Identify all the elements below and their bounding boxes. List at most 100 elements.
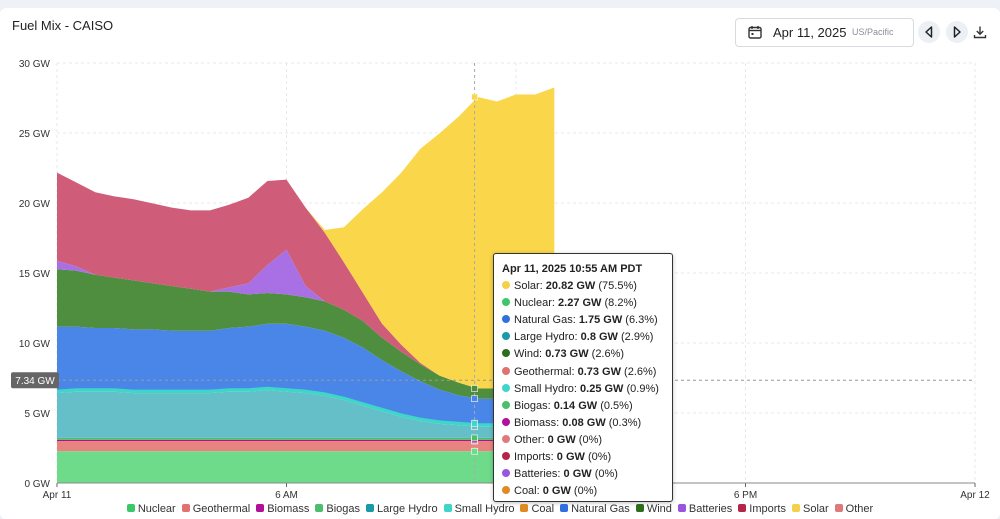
tooltip-series-name: Other: [514, 433, 548, 446]
tooltip-row: Imports: 0 GW (0%) [502, 451, 611, 466]
legend-swatch [366, 504, 375, 512]
legend-item-nuclear[interactable]: Nuclear [126, 503, 176, 515]
legend-label: Large Hydro [377, 503, 438, 515]
legend-item-biogas[interactable]: Biogas [315, 503, 360, 515]
legend-item-other[interactable]: Other [834, 503, 874, 515]
tooltip-series-value: 0.08 GW [562, 416, 606, 429]
tooltip-row: Coal: 0 GW (0%) [502, 485, 597, 500]
legend-item-solar[interactable]: Solar [791, 503, 829, 515]
tooltip-series-name: Small Hydro: [514, 382, 581, 395]
area-series-natural-gas [57, 323, 555, 424]
tooltip-series-value: 0 GW [563, 468, 592, 481]
date-picker[interactable]: Apr 11, 2025 US/Pacific [735, 18, 914, 47]
area-series-imports [57, 172, 555, 389]
y-tick-label: 5 GW [24, 409, 50, 420]
download-icon[interactable] [973, 25, 987, 39]
legend-swatch [738, 504, 747, 512]
legend-item-wind[interactable]: Wind [635, 503, 672, 515]
legend-label: Small Hydro [454, 503, 515, 515]
tooltip-series-name: Large Hydro: [514, 331, 581, 344]
series-dot [502, 452, 510, 460]
tooltip-series-pct: (0%) [584, 451, 612, 463]
area-series-geothermal [57, 441, 555, 452]
legend-label: Imports [749, 503, 786, 515]
calendar-icon [748, 26, 762, 39]
tooltip-series-name: Nuclear: [514, 297, 559, 310]
tooltip-series-pct: (2.9%) [617, 331, 654, 344]
legend-swatch [181, 504, 190, 512]
stacked-areas [56, 87, 555, 483]
tooltip-series-name: Batteries: [514, 468, 564, 481]
series-dot [502, 332, 510, 341]
legend-swatch [126, 504, 135, 512]
legend-item-natural-gas[interactable]: Natural Gas [560, 503, 630, 515]
tooltip-row: Small Hydro: 0.25 GW (0.9%) [502, 383, 659, 398]
tooltip-title: Apr 11, 2025 10:55 AM PDT [502, 263, 643, 275]
legend-item-small-hydro[interactable]: Small Hydro [443, 503, 515, 515]
legend-label: Batteries [688, 503, 733, 515]
tooltip-series-pct: (75.5%) [595, 280, 637, 292]
tooltip-series-pct: (0.3%) [605, 416, 642, 429]
legend-item-coal[interactable]: Coal [520, 503, 554, 515]
series-dot [502, 315, 510, 324]
series-dot [502, 486, 510, 495]
triangle-left-icon [925, 26, 933, 38]
y-tick-label: 0 GW [24, 479, 50, 490]
y-tick-label: 10 GW [19, 339, 51, 350]
y-tick-label: 25 GW [19, 129, 51, 140]
x-tick-label: 6 AM [275, 490, 298, 501]
area-series-solar [57, 87, 555, 389]
tooltip-row: Biogas: 0.14 GW (0.5%) [502, 400, 633, 415]
tooltip-series-value: 0.8 GW [580, 331, 618, 344]
hover-marker [471, 447, 478, 455]
legend-item-biomass[interactable]: Biomass [256, 503, 309, 515]
legend-item-imports[interactable]: Imports [738, 503, 786, 515]
x-tick-label: Apr 12 [960, 490, 990, 501]
x-tick-label: 6 PM [734, 490, 757, 501]
area-series-wind [57, 269, 555, 399]
series-dot [502, 298, 510, 307]
series-dot [502, 281, 510, 289]
legend-item-geothermal[interactable]: Geothermal [181, 503, 250, 515]
legend-swatch [635, 504, 644, 512]
tooltip-row: Biomass: 0.08 GW (0.3%) [502, 417, 641, 432]
legend-swatch [791, 504, 800, 512]
tooltip-series-pct: (6.3%) [622, 314, 658, 327]
area-series-biogas [57, 437, 555, 440]
legend-swatch [560, 504, 569, 512]
tooltip-row: Wind: 0.73 GW (2.6%) [502, 348, 624, 363]
prev-day-button[interactable] [918, 21, 940, 43]
tooltip-series-value: 0 GW [556, 451, 585, 463]
tooltip-series-name: Solar: [514, 280, 546, 292]
tooltip-row: Nuclear: 2.27 GW (8.2%) [502, 297, 637, 312]
tooltip-series-value: 20.82 GW [545, 280, 596, 292]
next-day-button[interactable] [946, 21, 968, 43]
y-tick-label: 15 GW [19, 269, 51, 280]
tooltip-row: Other: 0 GW (0%) [502, 434, 602, 449]
legend-label: Other [845, 503, 874, 515]
tooltip-series-value: 0 GW [542, 485, 571, 498]
series-dot [502, 383, 510, 392]
tooltip-series-pct: (0.5%) [597, 399, 633, 412]
crosshair-y-badge [11, 372, 59, 389]
tooltip-series-value: 0 GW [547, 433, 576, 446]
timezone-label: US/Pacific [852, 27, 894, 37]
legend-item-large-hydro[interactable]: Large Hydro [366, 503, 438, 515]
legend-label: Natural Gas [571, 503, 630, 515]
y-tick-label: 20 GW [19, 199, 51, 210]
legend-swatch [443, 504, 452, 512]
hover-marker [471, 93, 478, 101]
tooltip-series-pct: (0%) [575, 433, 603, 446]
tooltip-series-name: Coal: [514, 485, 543, 498]
tooltip-series-pct: (8.2%) [601, 297, 637, 310]
legend-label: Wind [646, 503, 672, 515]
y-tick-label: 30 GW [19, 59, 51, 70]
series-dot [502, 469, 510, 478]
tooltip-series-name: Wind: [514, 348, 546, 361]
tooltip-row: Solar: 20.82 GW (75.5%) [502, 280, 637, 295]
hover-tooltip: Apr 11, 2025 10:55 AM PDT Solar: 20.82 G… [493, 253, 673, 502]
legend-item-batteries[interactable]: Batteries [677, 503, 733, 515]
legend-swatch [315, 504, 324, 512]
legend-swatch [520, 504, 529, 512]
tooltip-series-name: Natural Gas: [514, 314, 579, 327]
